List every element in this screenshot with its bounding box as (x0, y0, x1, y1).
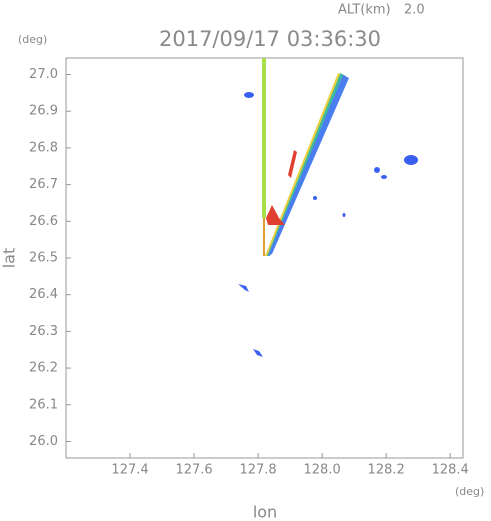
echo (404, 155, 418, 165)
echo (253, 349, 263, 357)
echo (268, 75, 349, 256)
y-axis-label: lat (0, 248, 19, 269)
echo (266, 205, 285, 225)
y-unit: (deg) (18, 33, 47, 46)
x-tick-label: 127.4 (111, 463, 148, 478)
echo (262, 58, 266, 218)
y-tick-label: 26.8 (29, 140, 58, 155)
y-tick-label: 26.1 (29, 397, 58, 412)
echo (374, 167, 380, 173)
chart-title: 2017/09/17 03:36:30 (159, 27, 381, 51)
echo (288, 150, 297, 178)
echo (263, 218, 265, 256)
echo (244, 92, 254, 98)
y-tick-label: 26.9 (29, 104, 58, 119)
echo (238, 284, 249, 292)
altitude-value: 2.0 (404, 3, 425, 18)
y-tick-label: 26.6 (29, 214, 58, 229)
x-tick-label: 128.0 (304, 463, 341, 478)
altitude-label: ALT(km) (338, 3, 391, 18)
y-tick-label: 26.7 (29, 177, 58, 192)
x-unit: (deg) (455, 485, 484, 498)
radar-echoes (238, 58, 418, 357)
y-tick-label: 26.0 (29, 434, 58, 449)
x-tick-label: 127.6 (175, 463, 212, 478)
echo (265, 73, 340, 256)
echo (313, 196, 317, 200)
x-tick-label: 128.2 (368, 463, 405, 478)
y-tick-label: 26.5 (29, 251, 58, 266)
echo (381, 175, 387, 179)
y-tick-label: 27.0 (29, 67, 58, 82)
y-tick-label: 26.2 (29, 361, 58, 376)
y-tick-label: 26.4 (29, 287, 58, 302)
echo (342, 213, 346, 217)
x-tick-label: 127.8 (239, 463, 276, 478)
x-tick-label: 128.4 (432, 463, 469, 478)
x-axis-label: lon (253, 503, 277, 521)
y-tick-label: 26.3 (29, 324, 58, 339)
